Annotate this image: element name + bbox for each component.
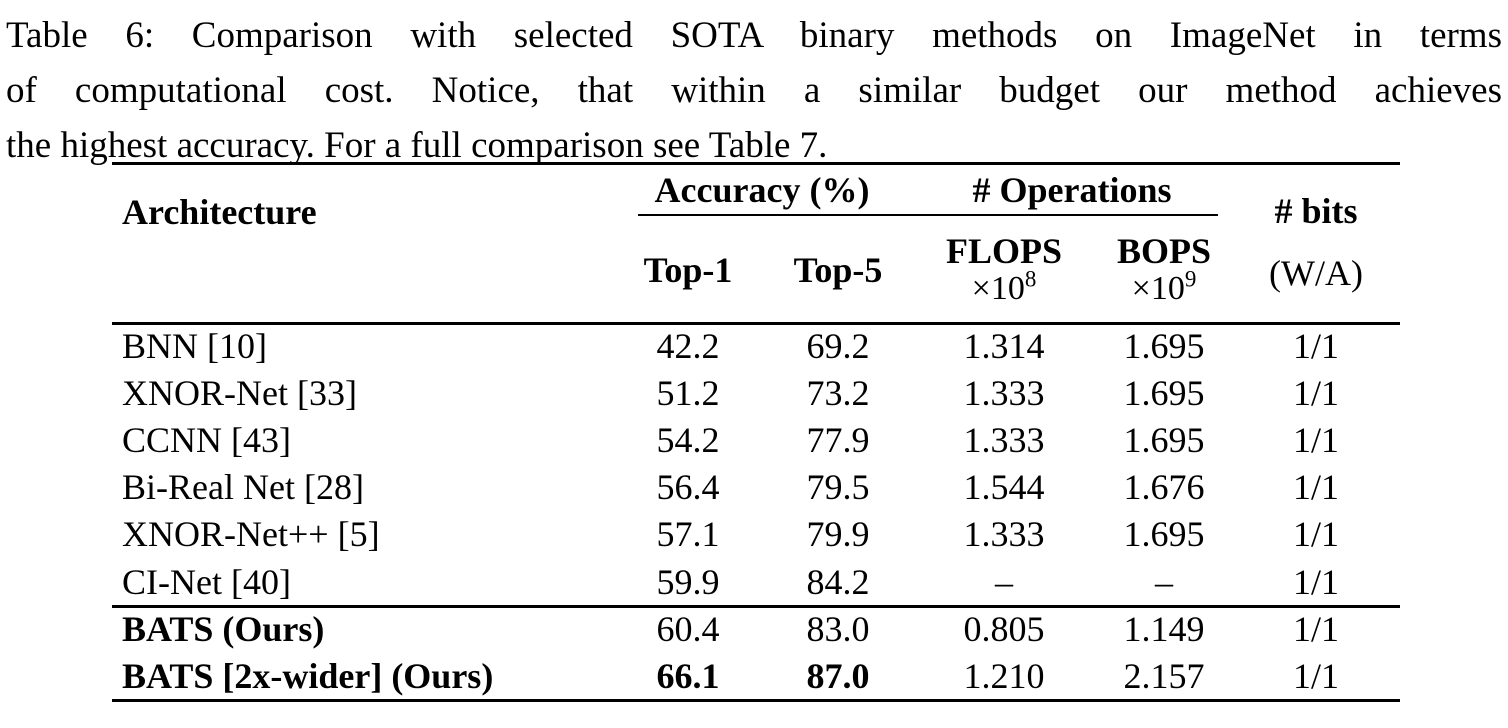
cell-top1: 57.1 bbox=[656, 514, 720, 555]
cell-flops: – bbox=[995, 561, 1013, 602]
cell-bops: 1.695 bbox=[1123, 514, 1205, 555]
group-header-operations: # Operations bbox=[972, 170, 1172, 210]
column-header-bits: # bits (W/A) bbox=[1232, 162, 1400, 322]
flops-exponent: 8 bbox=[1024, 266, 1037, 292]
results-table: Architecture Accuracy (%) # Operations #… bbox=[112, 162, 1400, 702]
cell-flops: 1.314 bbox=[963, 325, 1045, 366]
cell-bops: 1.149 bbox=[1123, 608, 1205, 649]
bits-header-line1: # bits bbox=[1274, 191, 1358, 231]
cell-top1-best: 66.1 bbox=[656, 656, 720, 697]
header-bottom-rule bbox=[112, 322, 1400, 325]
column-header-architecture: Architecture bbox=[122, 192, 317, 232]
cell-bops: 1.676 bbox=[1123, 467, 1205, 508]
cell-top1: 42.2 bbox=[656, 325, 720, 366]
cell-top5: 77.9 bbox=[806, 419, 870, 460]
cell-architecture-ours: BATS (Ours) bbox=[122, 608, 325, 649]
cell-top5: 79.5 bbox=[806, 467, 870, 508]
cell-top5: 69.2 bbox=[806, 325, 870, 366]
table-top-rule bbox=[112, 162, 1400, 165]
bops-header-name: BOPS bbox=[1116, 231, 1212, 271]
cell-flops: 1.210 bbox=[963, 656, 1045, 697]
cell-architecture: XNOR-Net [33] bbox=[122, 372, 357, 413]
table-bottom-rule bbox=[112, 699, 1400, 702]
cell-architecture: Bi-Real Net [28] bbox=[122, 467, 364, 508]
cell-flops: 1.333 bbox=[963, 419, 1045, 460]
cell-flops: 1.544 bbox=[963, 467, 1045, 508]
cell-top5: 79.9 bbox=[806, 514, 870, 555]
cell-architecture: CI-Net [40] bbox=[122, 561, 291, 602]
cell-architecture: CCNN [43] bbox=[122, 419, 291, 460]
cell-bits: 1/1 bbox=[1292, 325, 1339, 366]
table-caption: Table 6: Comparison with selected SOTA b… bbox=[6, 8, 1502, 173]
section-divider-rule bbox=[112, 605, 1400, 608]
cell-bits: 1/1 bbox=[1292, 514, 1339, 555]
cell-top1: 56.4 bbox=[656, 467, 720, 508]
cell-flops: 1.333 bbox=[963, 514, 1045, 555]
caption-line-2: of computational cost. Notice, that with… bbox=[6, 70, 1502, 111]
group-header-accuracy: Accuracy (%) bbox=[654, 170, 870, 210]
cell-bops: 1.695 bbox=[1123, 372, 1205, 413]
cell-flops: 0.805 bbox=[963, 608, 1045, 649]
flops-header-name: FLOPS bbox=[945, 231, 1062, 271]
cell-top1: 51.2 bbox=[656, 372, 720, 413]
header-group-rule bbox=[638, 214, 1218, 216]
bops-exponent: 9 bbox=[1184, 266, 1197, 292]
cell-bops: 1.695 bbox=[1123, 325, 1205, 366]
column-header-bops: BOPS ×109 bbox=[1096, 218, 1232, 322]
cell-architecture-ours: BATS [2x-wider] (Ours) bbox=[122, 656, 494, 697]
cell-architecture: BNN [10] bbox=[122, 325, 267, 366]
cell-bits: 1/1 bbox=[1292, 467, 1339, 508]
bits-header-line2: (W/A) bbox=[1269, 253, 1363, 293]
cell-architecture: XNOR-Net++ [5] bbox=[122, 514, 380, 555]
cell-top5: 84.2 bbox=[806, 561, 870, 602]
cell-top5-best: 87.0 bbox=[806, 656, 870, 697]
cell-bits: 1/1 bbox=[1292, 656, 1339, 697]
cell-top5: 83.0 bbox=[806, 608, 870, 649]
cell-top5: 73.2 bbox=[806, 372, 870, 413]
cell-bits: 1/1 bbox=[1292, 372, 1339, 413]
cell-flops: 1.333 bbox=[963, 372, 1045, 413]
caption-line-1: Table 6: Comparison with selected SOTA b… bbox=[6, 15, 1502, 56]
cell-top1: 54.2 bbox=[656, 419, 720, 460]
column-header-top5: Top-5 bbox=[793, 250, 883, 290]
column-header-top1: Top-1 bbox=[643, 250, 733, 290]
column-header-flops: FLOPS ×108 bbox=[912, 218, 1096, 322]
caption-line-3: the highest accuracy. For a full compari… bbox=[6, 125, 828, 166]
flops-header-scale: ×108 bbox=[971, 266, 1037, 307]
cell-top1: 59.9 bbox=[656, 561, 720, 602]
cell-bits: 1/1 bbox=[1292, 561, 1339, 602]
cell-bits: 1/1 bbox=[1292, 419, 1339, 460]
cell-top1: 60.4 bbox=[656, 608, 720, 649]
table-grid: Architecture Accuracy (%) # Operations #… bbox=[112, 162, 1400, 700]
cell-bops: – bbox=[1155, 561, 1173, 602]
bops-header-scale: ×109 bbox=[1131, 266, 1197, 307]
cell-bops: 1.695 bbox=[1123, 419, 1205, 460]
cell-bops: 2.157 bbox=[1123, 656, 1205, 697]
cell-bits: 1/1 bbox=[1292, 608, 1339, 649]
